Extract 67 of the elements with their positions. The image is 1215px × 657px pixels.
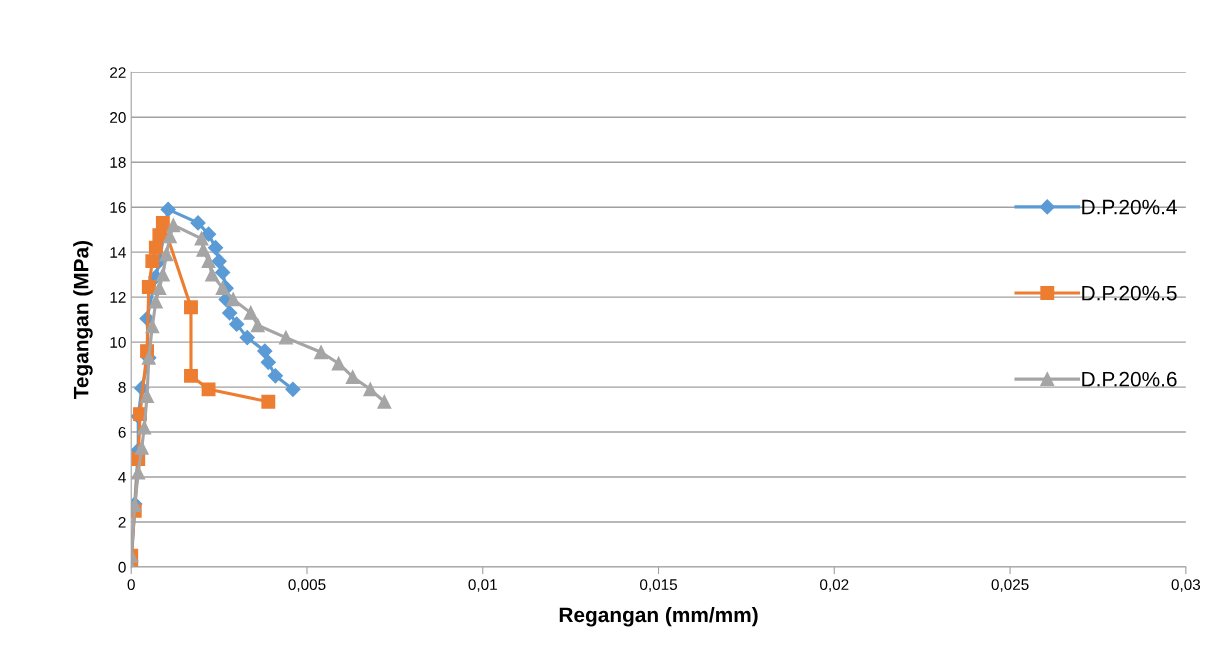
point (184, 368, 198, 383)
point (200, 226, 217, 242)
point (243, 305, 258, 320)
point (257, 343, 273, 359)
y-tick-label: 0 (118, 561, 126, 573)
y-tick-label: 4 (118, 472, 126, 483)
point (159, 247, 174, 262)
x-tick-label: 0,005 (288, 579, 326, 592)
point (166, 218, 181, 233)
y-tick-label: 22 (110, 67, 126, 78)
y-tick-label: 8 (118, 381, 126, 393)
point (145, 319, 160, 334)
point (148, 240, 163, 255)
point (184, 300, 198, 315)
point (285, 381, 301, 397)
x-tick-label: 0,02 (820, 579, 849, 592)
point (239, 330, 255, 346)
legend-label: D.P.20%.6 (1082, 371, 1177, 387)
y-tick-label: 10 (110, 336, 126, 348)
x-tick-label: 0,015 (640, 579, 678, 592)
point (278, 330, 293, 345)
point (201, 254, 216, 269)
point (141, 280, 156, 294)
x-tick-label: 0,01 (468, 579, 497, 592)
point (377, 394, 392, 409)
point (152, 281, 167, 296)
point (260, 354, 276, 370)
point (205, 267, 220, 282)
y-axis-title: Tegangan (MPa) (73, 240, 93, 400)
x-tick-label: 0,03 (1171, 579, 1201, 592)
point (267, 368, 283, 384)
point (201, 382, 216, 397)
point (160, 201, 176, 218)
point (222, 305, 238, 321)
y-tick-label: 2 (118, 516, 126, 528)
y-tick-label: 6 (118, 426, 126, 438)
point (145, 254, 160, 269)
y-tick-label: 16 (110, 202, 126, 213)
point (250, 318, 265, 333)
point (140, 389, 154, 404)
legend-label: D.P.20%.4 (1082, 199, 1177, 215)
point (261, 394, 276, 409)
point (215, 281, 230, 296)
y-tick-label: 20 (110, 112, 126, 123)
point (211, 253, 227, 269)
point (229, 316, 245, 332)
point (331, 356, 346, 371)
point (194, 231, 209, 246)
point (190, 215, 206, 231)
y-tick-label: 18 (110, 157, 126, 168)
x-tick-label: 0 (127, 579, 135, 591)
y-tick-label: 12 (110, 292, 126, 303)
point (314, 345, 328, 360)
point (148, 294, 163, 309)
y-tick-label: 14 (110, 247, 126, 258)
point (137, 420, 152, 435)
legend-label: D.P.20%.5 (1082, 285, 1177, 301)
point (226, 292, 241, 307)
point (345, 370, 360, 384)
x-axis-title: Regangan (mm/mm) (559, 606, 758, 627)
point (208, 240, 224, 256)
point (155, 267, 170, 282)
x-tick-label: 0,025 (991, 579, 1029, 592)
point (215, 264, 231, 280)
point (131, 465, 146, 480)
point (363, 382, 378, 397)
point (155, 215, 170, 230)
